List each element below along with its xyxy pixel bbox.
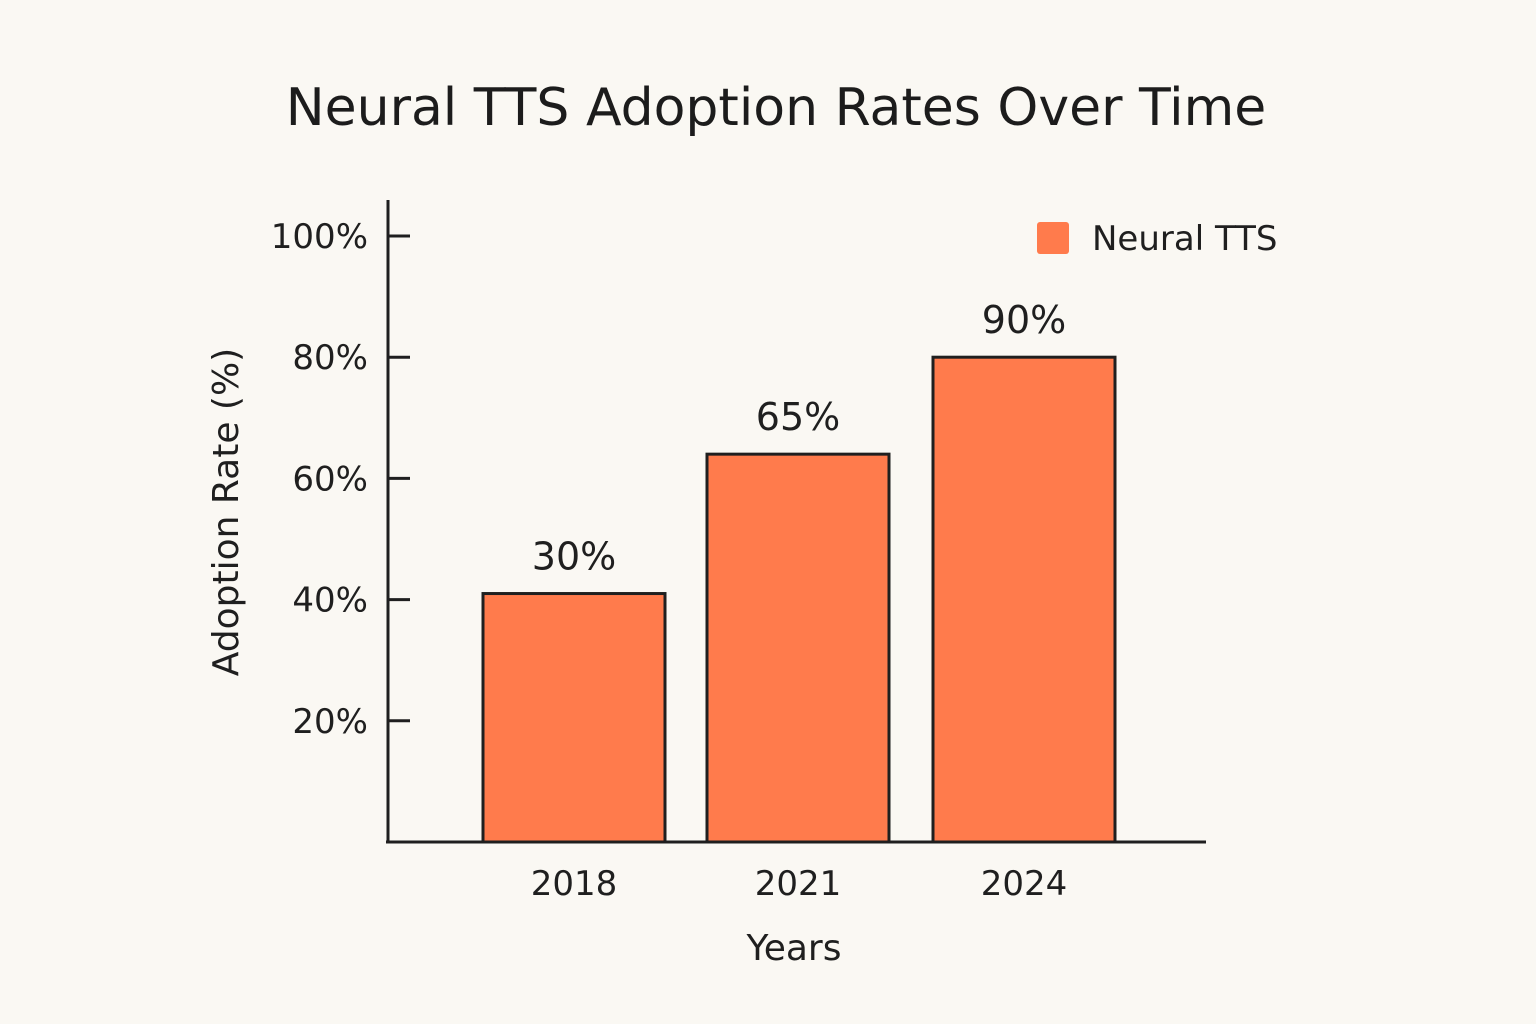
y-axis-ticks: 20% 40% 60% 80% 100% [271,217,410,742]
y-tick-label: 40% [292,581,368,621]
x-tick-label-2018: 2018 [531,864,618,904]
bar-2024 [931,355,1117,844]
y-tick-label: 100% [271,217,368,257]
x-tick-label-2021: 2021 [755,864,842,904]
bar-2018 [481,592,667,844]
bar-2021 [705,452,891,844]
legend-label: Neural TTS [1092,219,1278,259]
x-axis-ticks: 2018 2021 2024 [531,864,1068,904]
y-axis-title: Adoption Rate (%) [206,348,247,676]
y-tick-label: 20% [292,702,368,742]
y-tick-label: 80% [292,338,368,378]
value-label-2018: 30% [532,535,616,579]
x-tick-label-2024: 2024 [981,864,1068,904]
value-labels: 30% 65% 90% [532,298,1066,578]
legend: Neural TTS [1037,219,1278,259]
value-label-2021: 65% [756,395,840,439]
x-axis-title: Years [746,928,842,969]
legend-swatch [1037,222,1069,254]
chart-title: Neural TTS Adoption Rates Over Time [285,78,1267,138]
value-label-2024: 90% [982,298,1066,342]
y-tick-label: 60% [292,459,368,499]
bars [481,355,1117,844]
